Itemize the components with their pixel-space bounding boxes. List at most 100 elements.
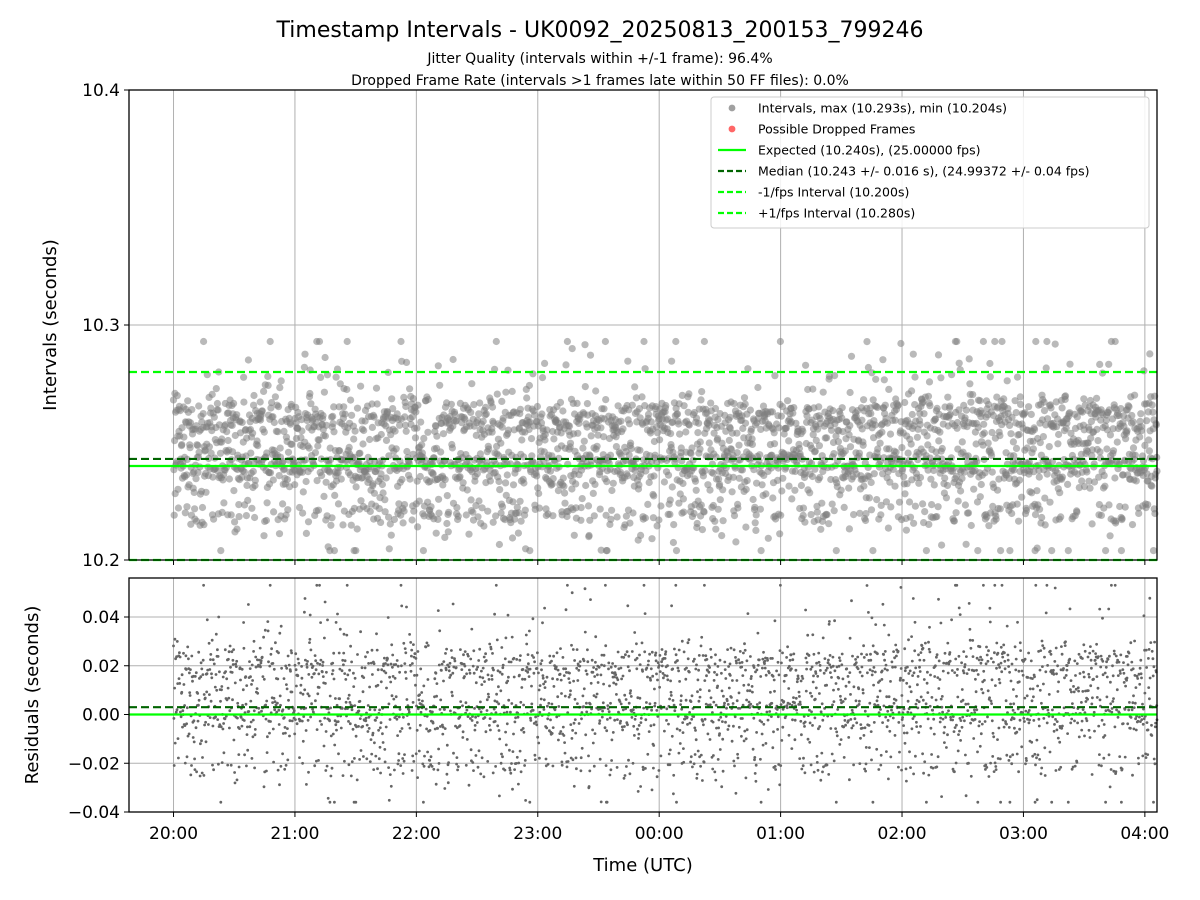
- residual-point: [452, 751, 455, 755]
- residual-point: [218, 670, 221, 674]
- residual-point: [558, 732, 562, 735]
- residual-point: [454, 666, 458, 669]
- interval-point: [356, 449, 364, 457]
- residual-point: [314, 668, 318, 672]
- residual-point: [497, 729, 501, 732]
- residual-point: [215, 688, 219, 692]
- residual-point: [268, 731, 271, 735]
- residual-point: [748, 689, 752, 693]
- interval-point: [250, 401, 258, 409]
- residual-point: [320, 723, 323, 726]
- interval-point: [351, 427, 359, 435]
- residual-point: [673, 647, 676, 651]
- residual-point: [863, 767, 866, 771]
- interval-point: [965, 355, 973, 363]
- residual-point: [506, 679, 510, 683]
- interval-point: [264, 381, 272, 389]
- residual-point: [604, 583, 607, 587]
- residual-point: [689, 755, 693, 759]
- interval-point: [260, 428, 268, 436]
- interval-point: [697, 396, 705, 404]
- interval-point: [243, 481, 251, 489]
- residual-point: [421, 762, 425, 766]
- residual-point: [313, 672, 316, 675]
- residual-point: [179, 715, 183, 719]
- residual-point: [713, 670, 716, 674]
- residual-point: [541, 674, 545, 677]
- residual-point: [888, 729, 892, 733]
- residual-point: [237, 753, 241, 756]
- interval-point: [657, 502, 665, 510]
- residual-point: [721, 769, 725, 773]
- residual-point: [622, 656, 626, 659]
- residual-point: [282, 677, 286, 680]
- interval-point: [916, 420, 924, 429]
- interval-point: [244, 356, 252, 364]
- residual-point: [842, 756, 846, 759]
- interval-point: [1116, 502, 1124, 511]
- residual-point: [521, 668, 525, 671]
- residual-point: [392, 697, 396, 701]
- residual-point: [861, 691, 865, 695]
- residual-point: [173, 637, 177, 641]
- residual-point: [279, 624, 283, 628]
- residual-point: [289, 669, 292, 673]
- residual-point: [597, 665, 601, 669]
- residual-point: [570, 591, 574, 595]
- interval-point: [799, 511, 807, 519]
- residual-point: [398, 670, 401, 674]
- residual-point: [348, 668, 351, 672]
- residual-point: [366, 650, 369, 654]
- residual-point: [511, 750, 515, 753]
- residual-point: [401, 772, 405, 775]
- interval-point: [510, 515, 519, 523]
- residual-point: [437, 747, 440, 751]
- interval-point: [248, 504, 256, 512]
- interval-point: [580, 437, 588, 445]
- interval-point: [385, 452, 393, 460]
- residual-point: [195, 770, 199, 774]
- residual-point: [616, 718, 619, 721]
- residual-point: [495, 700, 499, 704]
- residual-point: [858, 699, 861, 703]
- residual-point: [776, 715, 780, 719]
- interval-point: [1086, 484, 1094, 492]
- residual-point: [246, 748, 250, 752]
- interval-point: [600, 405, 608, 413]
- interval-point: [498, 503, 507, 511]
- residual-point: [403, 647, 407, 650]
- interval-point: [1078, 477, 1086, 485]
- residual-point: [433, 695, 436, 699]
- residual-point: [562, 674, 566, 677]
- residual-point: [631, 708, 635, 712]
- residual-point: [377, 728, 380, 732]
- interval-point: [1058, 404, 1066, 412]
- interval-point: [1012, 409, 1020, 417]
- residual-point: [614, 673, 618, 677]
- residual-point: [730, 739, 734, 743]
- residual-point: [772, 678, 776, 682]
- residual-point: [755, 668, 759, 672]
- residual-point: [509, 660, 513, 664]
- residual-point: [504, 730, 507, 734]
- residual-point: [418, 723, 422, 727]
- interval-point: [1131, 391, 1139, 399]
- residual-point: [612, 675, 616, 679]
- residual-point: [413, 674, 416, 677]
- interval-point: [526, 547, 534, 555]
- residual-point: [403, 753, 406, 756]
- interval-point: [1021, 409, 1029, 417]
- interval-point: [302, 529, 310, 538]
- residual-point: [368, 760, 372, 763]
- interval-point: [583, 400, 592, 408]
- interval-point: [625, 451, 633, 459]
- interval-point: [473, 470, 481, 478]
- residual-point: [233, 681, 237, 685]
- interval-point: [764, 534, 772, 542]
- residual-point: [216, 655, 220, 658]
- residual-point: [624, 698, 628, 701]
- y-tick-label: 10.4: [82, 81, 120, 101]
- residual-point: [673, 709, 677, 713]
- residual-point: [309, 648, 313, 652]
- residual-point: [488, 642, 492, 646]
